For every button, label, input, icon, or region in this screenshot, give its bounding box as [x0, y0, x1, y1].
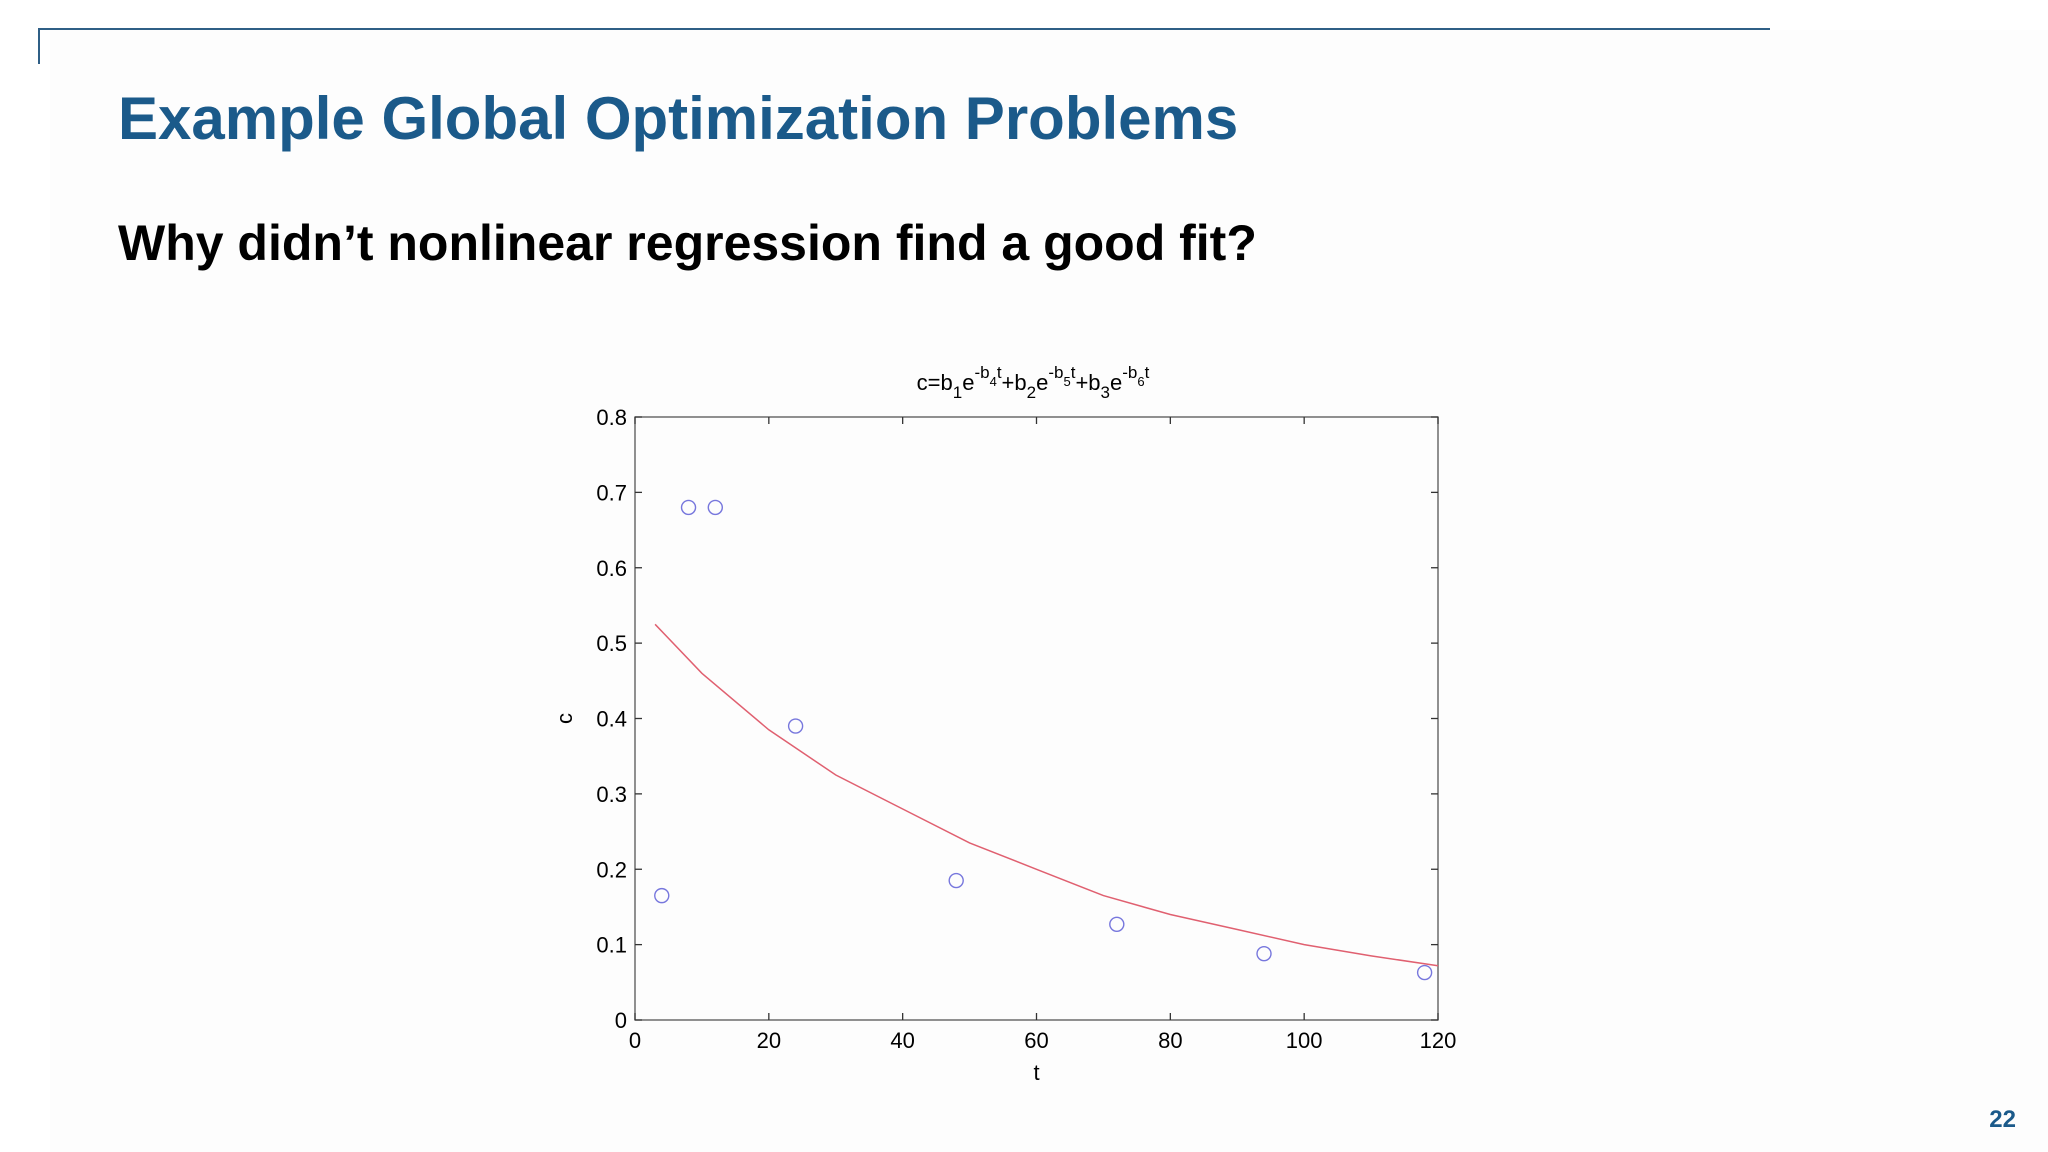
- slide-background: [50, 30, 2048, 1152]
- fit-curve: [654, 623, 1439, 967]
- slide-title: Example Global Optimization Problems: [118, 85, 1239, 152]
- y-tick-label: 0: [615, 1008, 627, 1033]
- data-point: [707, 499, 723, 516]
- corner-rule: [38, 28, 40, 64]
- x-tick-label: 100: [1286, 1028, 1323, 1053]
- x-tick-label: 60: [1024, 1028, 1048, 1053]
- x-tick-label: 80: [1158, 1028, 1182, 1053]
- x-tick-label: 20: [757, 1028, 781, 1053]
- y-tick-label: 0.4: [596, 707, 627, 732]
- y-tick-label: 0.6: [596, 556, 627, 581]
- data-point: [1109, 916, 1125, 932]
- x-tick-label: 40: [890, 1028, 914, 1053]
- y-tick-label: 0.1: [596, 933, 627, 958]
- page-number: 22: [1989, 1106, 2016, 1133]
- data-point: [787, 718, 804, 734]
- data-point: [680, 499, 697, 516]
- x-tick-label: 0: [629, 1028, 641, 1053]
- data-point: [948, 872, 964, 889]
- slide-subtitle: Why didn’t nonlinear regression find a g…: [118, 215, 1257, 271]
- chart-title-text: c=b: [917, 370, 953, 395]
- x-tick-label: 120: [1420, 1028, 1457, 1053]
- data-point: [1256, 945, 1272, 962]
- y-axis-label: c: [552, 713, 577, 724]
- data-point: [1416, 964, 1433, 981]
- y-tick-label: 0.2: [596, 857, 627, 882]
- y-tick-label: 0.7: [596, 480, 627, 505]
- y-tick-label: 0.3: [596, 782, 627, 807]
- data-point: [654, 887, 670, 904]
- chart-title: c=b1e-b4t+b2e-b5t+b3e-b6t: [917, 363, 1150, 402]
- top-rule: [38, 28, 1770, 30]
- y-tick-label: 0.8: [596, 405, 627, 430]
- x-axis-label: t: [1033, 1060, 1039, 1085]
- y-tick-label: 0.5: [596, 631, 627, 656]
